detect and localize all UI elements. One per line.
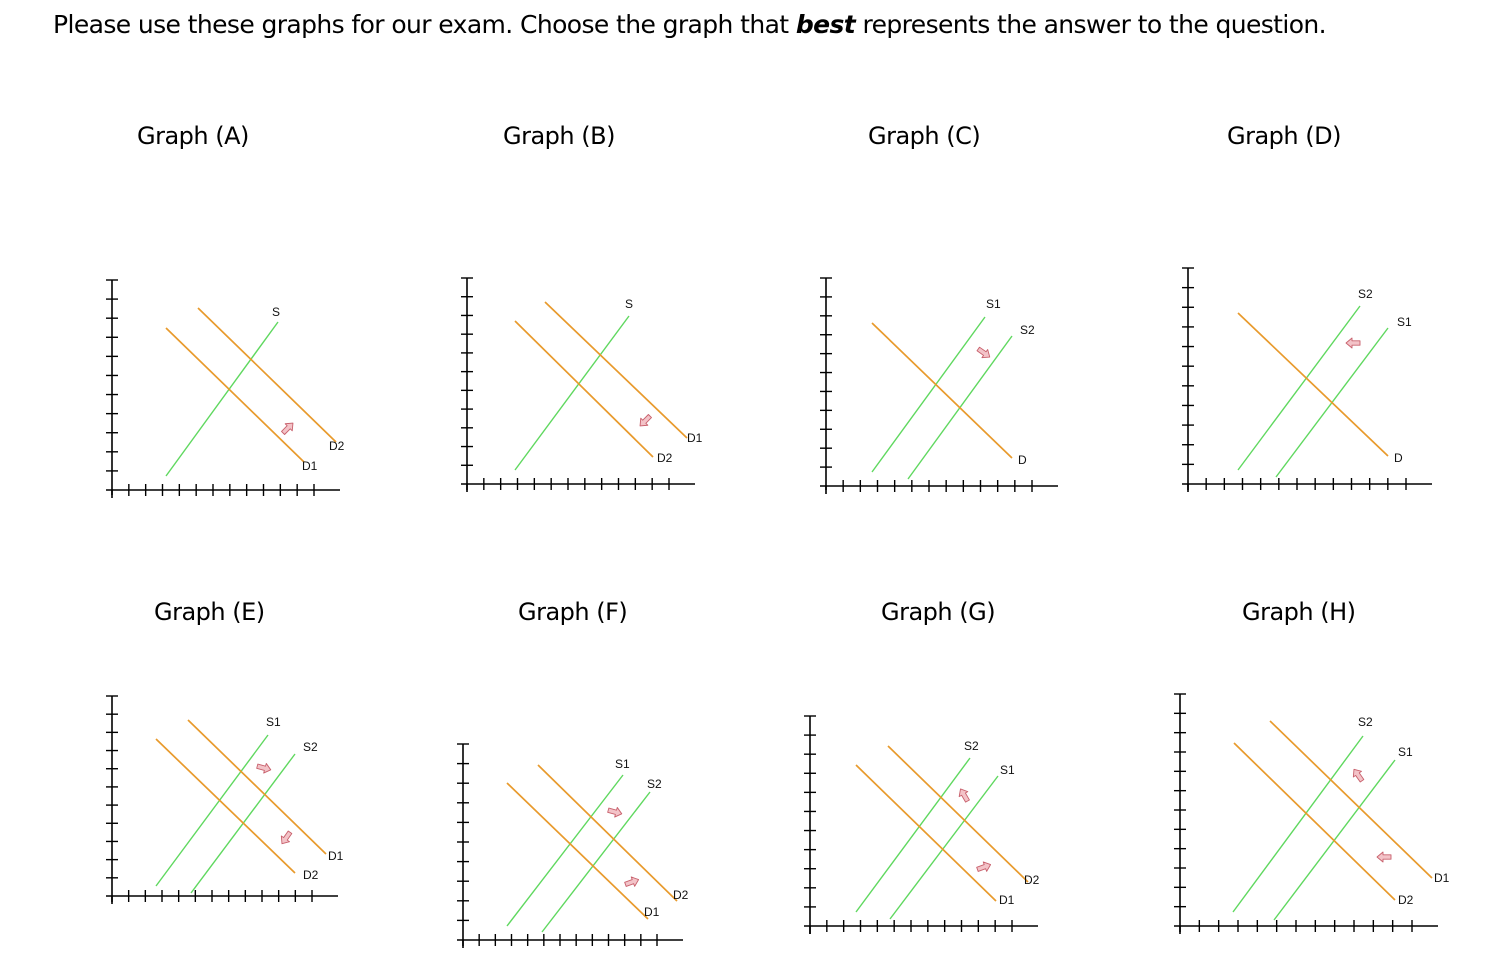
curve-label-d2: D2 <box>303 868 319 882</box>
shift-arrow-icon <box>1352 768 1365 783</box>
curve-label-s1: S1 <box>986 297 1001 311</box>
shift-arrow-icon <box>256 762 272 774</box>
supply-curve-s <box>165 321 279 477</box>
demand-curve-d1 <box>544 301 688 439</box>
supply-curve-s1 <box>155 734 269 887</box>
graph-a: S D1 D2 <box>100 270 370 505</box>
graph-f: S1 S2 D1 D2 <box>455 738 713 956</box>
curve-label-s1: S1 <box>1000 763 1015 777</box>
demand-curve-d2 <box>887 745 1029 883</box>
graph-c: S1 S2 D <box>812 268 1088 500</box>
graph-h: S2 S1 D2 D1 <box>1168 686 1468 942</box>
supply-demand-chart: S D2 D1 <box>461 277 703 492</box>
graph-title-h: Graph (H) <box>1242 598 1356 626</box>
supply-curve-s2 <box>855 757 971 913</box>
graph-title-c: Graph (C) <box>868 122 981 150</box>
supply-demand-chart: S2 S1 D2 D1 <box>1174 693 1450 934</box>
curve-label-s2: S2 <box>1358 287 1373 301</box>
shift-arrow-icon <box>976 861 992 872</box>
curve-label-d1: D1 <box>644 905 660 919</box>
exam-instructions: Please use these graphs for our exam. Ch… <box>53 10 1327 39</box>
curve-label-s2: S2 <box>1358 715 1373 729</box>
graph-e: S1 S2 D2 D1 <box>100 688 368 912</box>
supply-curve-s <box>514 315 630 471</box>
supply-curve-s1 <box>871 316 986 473</box>
shift-arrow-icon <box>624 876 640 887</box>
graph-b: S D2 D1 <box>455 268 725 500</box>
curve-label-s2: S2 <box>647 777 662 791</box>
demand-curve-d2 <box>514 320 654 458</box>
curve-label-d2: D2 <box>1024 873 1040 887</box>
supply-curve-s2 <box>1232 735 1364 913</box>
supply-demand-chart: S1 S2 D2 D1 <box>106 695 344 904</box>
instructions-emphasis: best <box>795 10 856 39</box>
supply-demand-chart: S1 S2 D <box>820 277 1058 494</box>
demand-curve-d2 <box>1233 742 1396 901</box>
graph-title-d: Graph (D) <box>1227 122 1341 150</box>
supply-curve-s1 <box>889 775 999 920</box>
supply-demand-chart: S2 S1 D <box>1182 267 1432 492</box>
curve-label-d2: D2 <box>329 439 345 453</box>
curve-label-s1: S1 <box>266 715 281 729</box>
graph-title-a: Graph (A) <box>137 122 249 150</box>
curve-label-s: S <box>625 297 633 311</box>
curve-label-d2: D2 <box>657 451 673 465</box>
graph-title-e: Graph (E) <box>154 598 265 626</box>
demand-curve-d2 <box>537 764 678 902</box>
supply-curve-s1 <box>506 774 624 927</box>
demand-curve-d1 <box>1269 720 1433 879</box>
instructions-prefix: Please use these graphs for our exam. Ch… <box>53 10 796 39</box>
curve-label-s: S <box>272 305 280 319</box>
graph-title-g: Graph (G) <box>881 598 996 626</box>
shift-arrow-icon <box>280 830 293 845</box>
demand-curve-d <box>1237 312 1389 457</box>
curve-label-d1: D1 <box>687 431 703 445</box>
graph-title-b: Graph (B) <box>503 122 615 150</box>
curve-label-d2: D2 <box>673 888 689 902</box>
demand-curve-d <box>871 322 1013 459</box>
shift-arrow-icon <box>1376 851 1392 863</box>
curve-label-d1: D1 <box>999 893 1015 907</box>
curve-label-s1: S1 <box>1398 745 1413 759</box>
demand-curve-d2 <box>197 307 337 443</box>
supply-demand-chart: S D1 D2 <box>106 279 345 498</box>
curve-label-d: D <box>1394 451 1403 465</box>
supply-curve-s2 <box>541 791 651 933</box>
graph-title-f: Graph (F) <box>518 598 628 626</box>
demand-curve-d1 <box>187 719 327 855</box>
shift-arrow-icon <box>1345 337 1361 349</box>
instructions-suffix: represents the answer to the question. <box>855 10 1327 39</box>
graph-g: S2 S1 D1 D2 <box>798 710 1068 944</box>
shift-arrow-icon <box>281 422 294 435</box>
curve-label-s2: S2 <box>303 740 318 754</box>
demand-curve-d1 <box>165 327 305 463</box>
shift-arrow-icon <box>976 346 991 359</box>
curve-label-s1: S1 <box>1397 315 1412 329</box>
demand-curve-d2 <box>155 738 296 874</box>
curve-label-s2: S2 <box>964 739 979 753</box>
demand-curve-d1 <box>855 764 997 902</box>
curve-label-d1: D1 <box>302 459 318 473</box>
curve-label-d1: D1 <box>1434 871 1450 885</box>
graph-d: S2 S1 D <box>1172 262 1462 500</box>
shift-arrow-icon <box>639 414 652 427</box>
curve-label-s2: S2 <box>1020 323 1035 337</box>
curve-label-d: D <box>1018 453 1027 467</box>
demand-curve-d1 <box>506 782 649 920</box>
curve-label-d2: D2 <box>1398 893 1414 907</box>
supply-curve-s2 <box>1237 305 1361 471</box>
curve-label-d1: D1 <box>328 849 344 863</box>
supply-demand-chart: S2 S1 D1 D2 <box>804 715 1040 934</box>
shift-arrow-icon <box>607 806 623 818</box>
shift-arrow-icon <box>958 788 970 803</box>
curve-label-s1: S1 <box>615 757 630 771</box>
supply-demand-chart: S1 S2 D1 D2 <box>457 743 689 948</box>
